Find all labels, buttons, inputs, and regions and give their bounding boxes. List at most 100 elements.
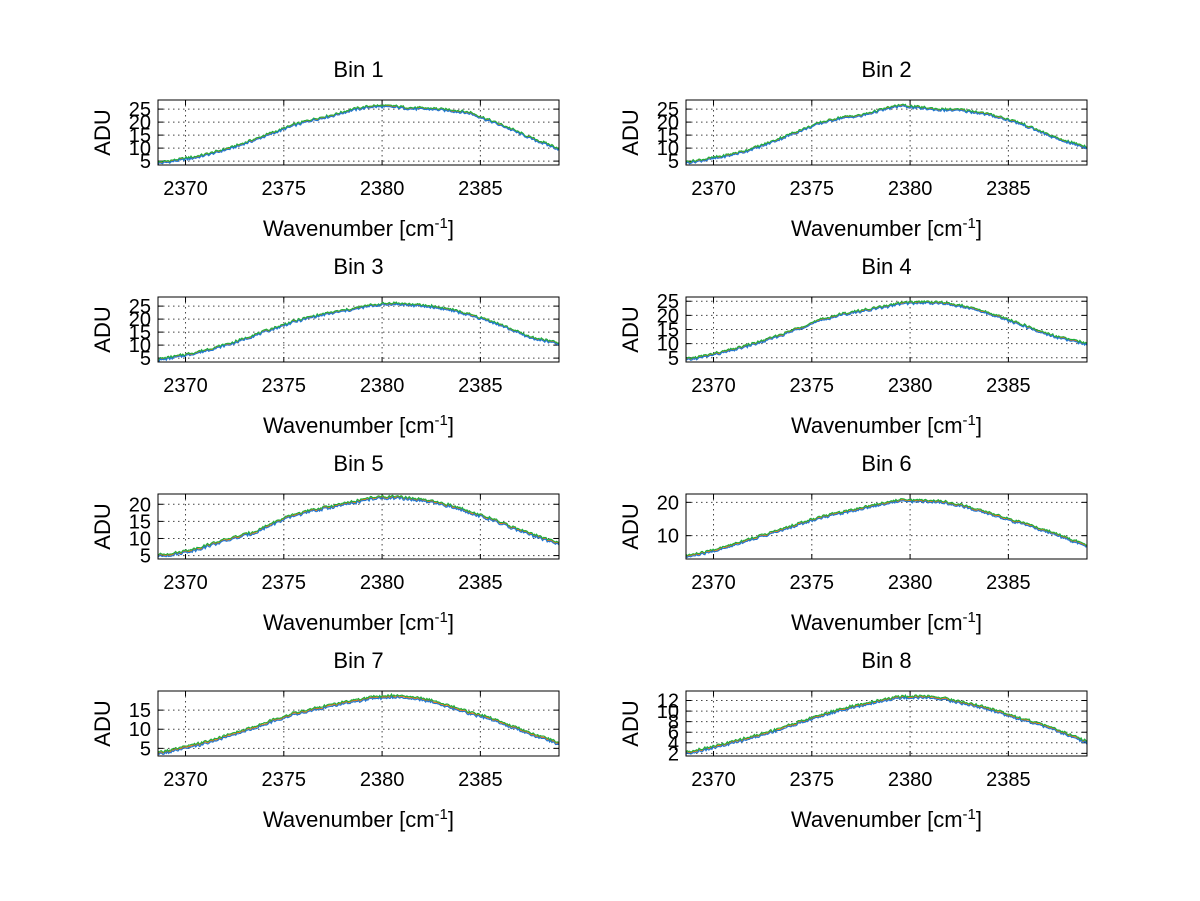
series-line [685, 694, 1088, 753]
series-line [157, 105, 560, 165]
series-line [685, 299, 1088, 360]
x-axis-label-end: ] [976, 610, 982, 635]
x-tick-label: 2380 [360, 572, 405, 594]
plot-area [157, 99, 560, 166]
x-axis-label-text: Wavenumber [cm [791, 610, 963, 635]
x-axis-label-text: Wavenumber [cm [791, 413, 963, 438]
y-tick-label: 15 [129, 511, 151, 533]
y-axis-label: ADU [618, 503, 643, 549]
x-tick-label: 2375 [262, 375, 307, 397]
x-tick-label: 2380 [360, 178, 405, 200]
subplot-bin-6: 2370 2375 2380 2385 10 20 Bin 6 ADU Wavenumber [… [618, 451, 1088, 635]
plot-border [157, 99, 560, 166]
y-tick-label: 20 [657, 492, 679, 514]
series-line [157, 495, 560, 557]
y-tick-label: 6 [668, 722, 679, 744]
y-tick-label: 15 [657, 320, 679, 342]
x-tick-label: 2375 [790, 375, 835, 397]
x-axis-label-text: Wavenumber [cm [263, 216, 435, 241]
y-tick-label: 15 [129, 700, 151, 722]
series-line [157, 303, 560, 362]
y-tick-label: 20 [657, 112, 679, 134]
x-tick-label: 2370 [691, 375, 736, 397]
x-tick-label: 2380 [888, 769, 933, 791]
x-axis-label-superscript: -1 [963, 215, 976, 232]
y-tick-label: 5 [140, 738, 151, 760]
y-tick-label: 10 [129, 528, 151, 550]
x-tick-label: 2385 [458, 375, 503, 397]
x-axis-label-text: Wavenumber [cm [791, 807, 963, 832]
x-axis-label-superscript: -1 [435, 806, 448, 823]
x-tick-label: 2380 [888, 572, 933, 594]
x-tick-label: 2370 [163, 375, 208, 397]
y-axis-label: ADU [90, 306, 115, 352]
subplot-title: Bin 7 [333, 648, 383, 673]
x-tick-label: 2370 [691, 769, 736, 791]
y-tick-label: 5 [140, 151, 151, 173]
x-axis-label-end: ] [976, 807, 982, 832]
y-tick-label: 25 [129, 296, 151, 318]
plot-area [685, 493, 1088, 560]
y-tick-label: 25 [129, 99, 151, 121]
y-tick-label: 10 [657, 334, 679, 356]
y-axis-label: ADU [90, 109, 115, 155]
y-tick-label: 5 [668, 348, 679, 370]
plot-border [157, 493, 560, 560]
y-tick-label: 10 [657, 138, 679, 160]
x-tick-label: 2380 [360, 769, 405, 791]
x-tick-label: 2375 [790, 572, 835, 594]
x-tick-label: 2375 [262, 572, 307, 594]
plot-border [685, 690, 1088, 757]
subplot-title: Bin 6 [861, 451, 911, 476]
series-line [157, 695, 560, 755]
y-tick-label: 4 [668, 733, 679, 755]
y-tick-label: 10 [129, 335, 151, 357]
subplot-title: Bin 1 [333, 57, 383, 82]
series-line [157, 692, 560, 753]
series-line [686, 300, 1088, 360]
x-axis-label-end: ] [448, 413, 454, 438]
x-axis-label-text: Wavenumber [cm [263, 807, 435, 832]
x-axis-label-superscript: -1 [963, 806, 976, 823]
y-tick-label: 25 [657, 99, 679, 121]
y-tick-label: 5 [140, 546, 151, 568]
series-line [685, 103, 1088, 163]
subplot-title: Bin 3 [333, 254, 383, 279]
y-tick-label: 12 [657, 691, 679, 713]
y-tick-label: 15 [657, 125, 679, 147]
y-tick-label: 20 [129, 112, 151, 134]
x-tick-label: 2370 [163, 769, 208, 791]
plot-border [685, 493, 1088, 560]
y-tick-label: 15 [129, 125, 151, 147]
y-tick-label: 25 [657, 291, 679, 313]
plot-area [157, 296, 560, 363]
series-line [685, 500, 1088, 559]
x-tick-label: 2385 [458, 769, 503, 791]
x-axis-label: Wavenumber [cm-1] [791, 806, 982, 832]
y-axis-label: ADU [90, 700, 115, 746]
y-axis-label: ADU [618, 306, 643, 352]
x-tick-label: 2385 [986, 572, 1031, 594]
x-tick-label: 2375 [262, 769, 307, 791]
x-tick-label: 2385 [458, 572, 503, 594]
x-axis-label: Wavenumber [cm-1] [263, 609, 454, 635]
plot-border [685, 99, 1088, 166]
x-tick-label: 2385 [986, 375, 1031, 397]
series-line [685, 104, 1088, 165]
y-tick-label: 2 [668, 743, 679, 765]
x-tick-label: 2380 [360, 375, 405, 397]
x-axis-label-superscript: -1 [963, 412, 976, 429]
x-axis-label: Wavenumber [cm-1] [791, 609, 982, 635]
y-tick-label: 15 [129, 322, 151, 344]
series-line [157, 496, 560, 558]
series-line [157, 694, 560, 755]
subplot-title: Bin 4 [861, 254, 911, 279]
y-tick-label: 20 [129, 309, 151, 331]
y-tick-label: 10 [129, 138, 151, 160]
